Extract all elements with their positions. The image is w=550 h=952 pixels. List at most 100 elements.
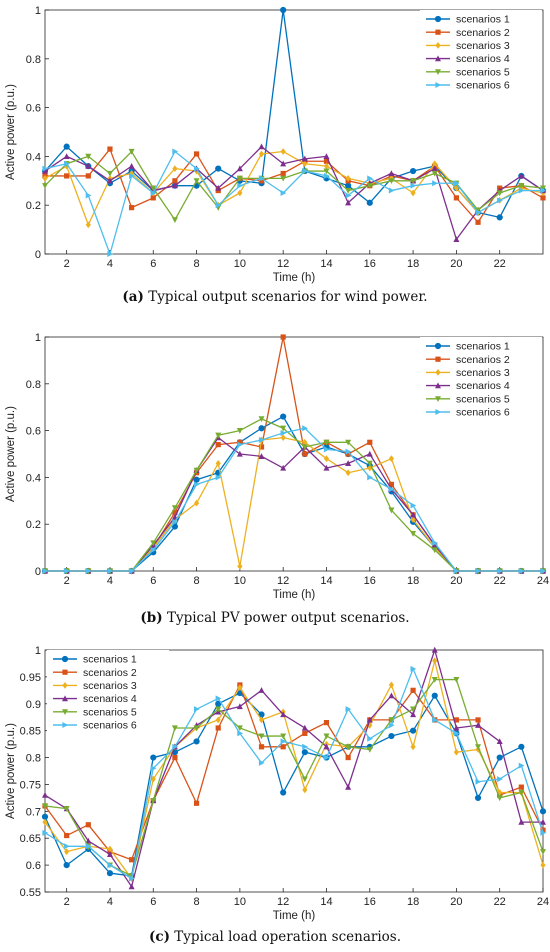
data-point (366, 746, 373, 753)
y-tick-label: 0.9 (26, 699, 41, 711)
data-point (323, 754, 330, 761)
data-point (172, 165, 178, 172)
y-tick-label: 0.7 (26, 806, 41, 818)
series-line (45, 148, 544, 223)
data-point (388, 170, 395, 177)
y-axis-label: Active power (p.u.) (5, 723, 17, 819)
data-point (518, 818, 525, 825)
caption-text: Typical load operation scenarios. (174, 929, 401, 945)
data-point (280, 334, 286, 340)
data-point (345, 460, 352, 466)
data-point (409, 727, 417, 734)
caption-text: Typical output scenarios for wind power. (148, 289, 428, 305)
caption-pv: (b) Typical PV power output scenarios. (0, 610, 550, 626)
data-point (193, 481, 200, 488)
data-point (540, 568, 547, 574)
data-point (236, 450, 243, 457)
x-tick-label: 24 (537, 575, 549, 587)
legend-item: scenarios 1 (426, 341, 510, 353)
data-point (410, 182, 417, 189)
legend-label: scenarios 4 (456, 380, 510, 392)
y-tick-label: 0.55 (20, 887, 41, 899)
data-point (63, 806, 70, 812)
y-tick-label: 0.8 (26, 54, 41, 66)
y-tick-label: 0.65 (20, 833, 41, 845)
x-tick-label: 12 (277, 258, 289, 270)
data-point (85, 173, 91, 179)
data-point (345, 192, 352, 199)
data-point (193, 706, 200, 713)
data-point (475, 778, 482, 785)
data-point (236, 725, 243, 732)
legend-label: scenarios 3 (83, 680, 137, 692)
data-point (518, 784, 524, 790)
y-tick-label: 0.85 (20, 726, 41, 738)
legend-marker (435, 369, 441, 376)
data-point (539, 808, 547, 815)
data-point (236, 428, 243, 434)
data-point (42, 165, 49, 172)
legend-item: scenarios 5 (426, 393, 510, 405)
x-tick-label: 18 (407, 575, 419, 587)
caption-tag: (a) (122, 289, 144, 305)
data-point (85, 568, 92, 574)
data-point (302, 438, 308, 446)
data-point (258, 687, 265, 693)
data-point (64, 843, 70, 850)
data-point (453, 195, 459, 201)
data-point (107, 251, 114, 257)
x-tick-label: 10 (234, 575, 246, 587)
data-point (323, 162, 330, 170)
data-point (345, 439, 352, 446)
data-point (280, 170, 286, 177)
data-point (323, 733, 330, 740)
data-point (345, 754, 351, 761)
data-point (518, 568, 525, 574)
legend-item: scenarios 6 (426, 407, 510, 419)
caption-text: Typical PV power output scenarios. (166, 610, 410, 626)
x-tick-label: 12 (277, 896, 289, 908)
data-point (41, 813, 49, 820)
data-point (215, 725, 221, 731)
data-point (85, 221, 91, 229)
data-point (496, 795, 503, 802)
data-point (193, 738, 200, 745)
data-point (193, 151, 200, 157)
x-tick-label: 2 (64, 575, 70, 587)
data-point (410, 189, 416, 197)
x-tick-label: 4 (107, 258, 113, 270)
data-point (193, 165, 200, 172)
data-point (475, 568, 482, 574)
data-point (388, 455, 395, 463)
data-point (150, 765, 157, 772)
x-tick-label: 20 (450, 575, 462, 587)
data-point (302, 425, 309, 432)
data-point (540, 195, 546, 201)
y-tick-label: 0.95 (20, 672, 41, 684)
data-point (518, 187, 525, 194)
x-tick-label: 8 (194, 258, 200, 270)
data-point (366, 450, 373, 457)
data-point (453, 180, 460, 187)
data-point (215, 474, 222, 481)
data-point (301, 155, 308, 162)
y-tick-label: 0.4 (26, 472, 41, 484)
y-tick-label: 0 (35, 566, 41, 578)
legend-item: scenarios 2 (426, 27, 510, 39)
data-point (237, 441, 244, 448)
data-point (497, 568, 503, 574)
legend-label: scenarios 3 (456, 40, 510, 52)
data-point (475, 717, 481, 723)
caption-tag: (c) (149, 929, 170, 945)
legend-item: scenarios 4 (426, 53, 510, 65)
data-point (258, 453, 265, 459)
data-point (496, 754, 503, 761)
data-point (280, 429, 287, 436)
data-point (366, 716, 373, 723)
data-point (323, 455, 330, 463)
x-axis-label: Time (h) (273, 589, 316, 601)
data-point (172, 518, 179, 525)
data-point (410, 687, 416, 693)
